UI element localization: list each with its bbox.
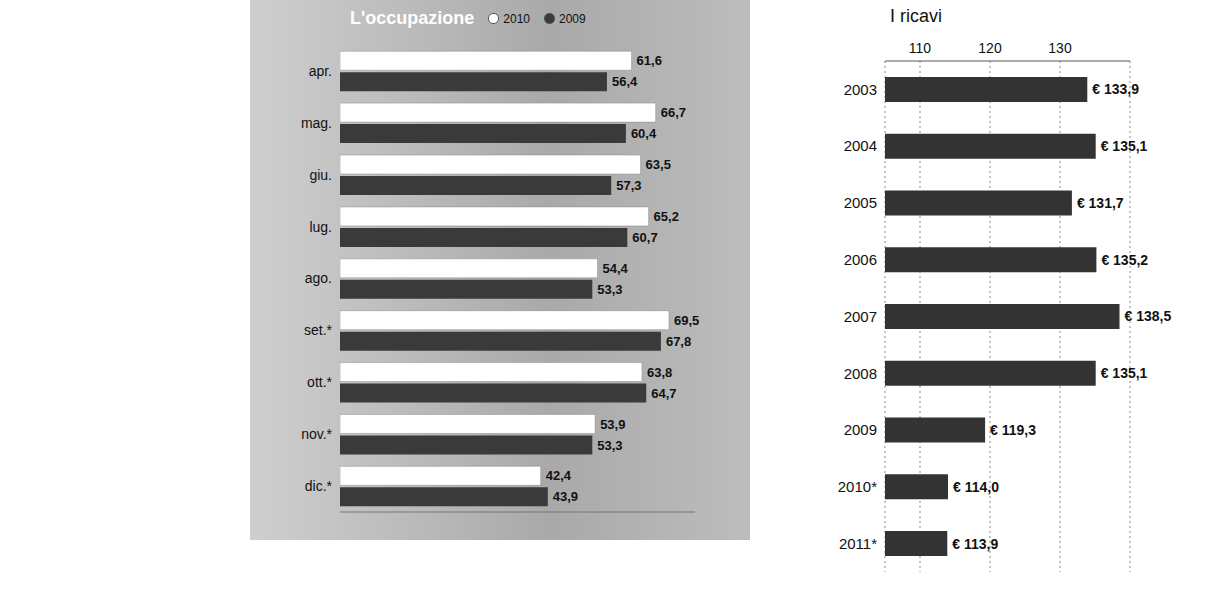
svg-text:63,5: 63,5 (646, 157, 671, 172)
svg-text:2008: 2008 (844, 365, 877, 382)
svg-text:apr.: apr. (309, 63, 332, 79)
svg-text:56,4: 56,4 (612, 74, 638, 89)
svg-text:€ 135,2: € 135,2 (1101, 252, 1148, 268)
svg-text:120: 120 (978, 40, 1002, 56)
svg-text:€ 135,1: € 135,1 (1101, 138, 1148, 154)
html-text:2009: 2009 (559, 11, 586, 26)
svg-text:57,3: 57,3 (616, 178, 641, 193)
svg-text:67,8: 67,8 (666, 334, 691, 349)
svg-text:43,9: 43,9 (553, 489, 578, 504)
svg-text:nov.*: nov.* (301, 426, 332, 442)
svg-text:130: 130 (1048, 40, 1072, 56)
svg-text:2007: 2007 (844, 308, 877, 325)
svg-text:€ 133,9: € 133,9 (1092, 81, 1139, 97)
svg-text:dic.*: dic.* (305, 478, 333, 494)
svg-text:53,3: 53,3 (597, 282, 622, 297)
html-text:2010: 2010 (503, 11, 530, 26)
svg-text:mag.: mag. (301, 115, 332, 131)
html-text:I ricavi: I ricavi (890, 6, 942, 26)
svg-text:giu.: giu. (309, 167, 332, 183)
svg-text:€ 135,1: € 135,1 (1101, 365, 1148, 381)
svg-text:60,7: 60,7 (632, 230, 657, 245)
svg-text:2011*: 2011* (839, 535, 877, 552)
svg-text:€ 138,5: € 138,5 (1125, 308, 1172, 324)
svg-text:2003: 2003 (844, 81, 877, 98)
svg-text:2006: 2006 (844, 251, 877, 268)
svg-text:€ 113,9: € 113,9 (952, 536, 998, 552)
svg-text:110: 110 (909, 40, 932, 56)
svg-text:54,4: 54,4 (602, 261, 628, 276)
svg-text:2004: 2004 (844, 137, 877, 154)
svg-text:2010*: 2010* (838, 478, 877, 495)
svg-text:63,8: 63,8 (647, 365, 672, 380)
svg-text:ott.*: ott.* (307, 374, 332, 390)
svg-text:set.*: set.* (304, 322, 333, 338)
svg-text:53,3: 53,3 (597, 438, 622, 453)
svg-text:ago.: ago. (305, 270, 332, 286)
svg-text:60,4: 60,4 (631, 126, 657, 141)
svg-text:42,4: 42,4 (546, 468, 572, 483)
svg-text:€ 119,3: € 119,3 (990, 422, 1036, 438)
svg-text:2005: 2005 (844, 194, 877, 211)
svg-text:€ 114,0: € 114,0 (953, 479, 999, 495)
svg-text:66,7: 66,7 (661, 105, 686, 120)
svg-text:65,2: 65,2 (654, 209, 679, 224)
svg-text:69,5: 69,5 (674, 313, 699, 328)
svg-text:64,7: 64,7 (651, 386, 676, 401)
svg-text:2009: 2009 (844, 421, 877, 438)
svg-text:lug.: lug. (309, 219, 332, 235)
svg-text:€ 131,7: € 131,7 (1077, 195, 1124, 211)
svg-text:53,9: 53,9 (600, 417, 625, 432)
svg-text:61,6: 61,6 (637, 53, 662, 68)
html-text:L'occupazione: L'occupazione (350, 8, 475, 28)
